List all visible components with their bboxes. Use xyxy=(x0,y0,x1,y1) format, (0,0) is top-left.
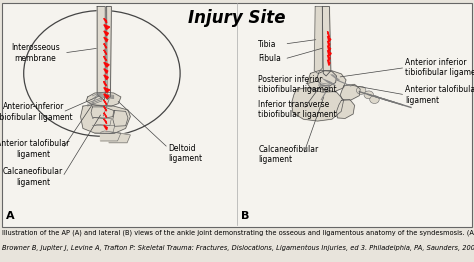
Text: Illustration of the AP (A) and lateral (B) views of the ankle joint demonstratin: Illustration of the AP (A) and lateral (… xyxy=(2,229,474,236)
Polygon shape xyxy=(86,92,121,106)
Text: Inferior transverse
tibiofibular ligament: Inferior transverse tibiofibular ligamen… xyxy=(258,100,337,119)
Polygon shape xyxy=(104,88,110,92)
Text: Interosseous
membrane: Interosseous membrane xyxy=(11,43,60,63)
Polygon shape xyxy=(104,43,107,48)
Polygon shape xyxy=(104,69,108,73)
Text: Posterior inferior
tibiofibular ligament: Posterior inferior tibiofibular ligament xyxy=(258,75,337,94)
Text: Deltoid
ligament: Deltoid ligament xyxy=(168,144,202,163)
Polygon shape xyxy=(100,131,121,141)
Text: Fibula: Fibula xyxy=(258,54,281,63)
Polygon shape xyxy=(328,46,330,51)
Text: Anterior inferior
tibiofibular ligament: Anterior inferior tibiofibular ligament xyxy=(405,58,474,77)
Polygon shape xyxy=(104,94,109,99)
Polygon shape xyxy=(104,25,109,29)
Text: Browner B, Jupiter J, Levine A, Trafton P: Skeletal Trauma: Fractures, Dislocati: Browner B, Jupiter J, Levine A, Trafton … xyxy=(2,244,474,251)
Polygon shape xyxy=(104,119,107,124)
Text: Anterior talofibular
ligament: Anterior talofibular ligament xyxy=(405,85,474,105)
Polygon shape xyxy=(91,107,114,118)
Text: Anterior talofibular
ligament: Anterior talofibular ligament xyxy=(0,139,70,159)
Polygon shape xyxy=(317,71,337,86)
Polygon shape xyxy=(97,7,105,100)
Polygon shape xyxy=(104,125,107,130)
Polygon shape xyxy=(95,124,115,133)
Polygon shape xyxy=(292,88,344,121)
Polygon shape xyxy=(328,36,331,42)
Ellipse shape xyxy=(364,91,374,99)
Polygon shape xyxy=(307,70,346,92)
Polygon shape xyxy=(104,62,109,67)
Polygon shape xyxy=(328,41,330,47)
Polygon shape xyxy=(104,18,107,23)
Polygon shape xyxy=(104,37,108,42)
Text: A: A xyxy=(6,211,14,221)
Polygon shape xyxy=(113,111,128,126)
Polygon shape xyxy=(104,113,107,117)
Polygon shape xyxy=(104,81,107,86)
Ellipse shape xyxy=(370,96,379,103)
Polygon shape xyxy=(107,7,111,100)
Text: Anterior-inferior
tibiofibular ligament: Anterior-inferior tibiofibular ligament xyxy=(0,102,73,122)
Polygon shape xyxy=(340,84,360,100)
Polygon shape xyxy=(337,100,355,118)
Polygon shape xyxy=(104,50,107,54)
Polygon shape xyxy=(92,117,111,125)
Polygon shape xyxy=(328,31,329,37)
Ellipse shape xyxy=(356,86,366,94)
Polygon shape xyxy=(314,7,322,73)
Polygon shape xyxy=(328,50,331,56)
Polygon shape xyxy=(104,100,107,105)
Polygon shape xyxy=(104,75,108,80)
Polygon shape xyxy=(328,60,330,66)
Polygon shape xyxy=(104,56,107,61)
Polygon shape xyxy=(81,105,130,134)
Polygon shape xyxy=(328,55,330,61)
Text: Tibia: Tibia xyxy=(258,40,277,48)
Polygon shape xyxy=(104,31,109,36)
Text: Calcaneofibular
ligament: Calcaneofibular ligament xyxy=(3,167,64,187)
Bar xyxy=(2,3,472,227)
Polygon shape xyxy=(104,106,107,111)
Text: Injury Site: Injury Site xyxy=(188,9,286,27)
Polygon shape xyxy=(322,7,331,76)
Text: Calcaneofibular
ligament: Calcaneofibular ligament xyxy=(258,145,319,164)
Text: B: B xyxy=(241,211,249,221)
Polygon shape xyxy=(109,132,130,143)
